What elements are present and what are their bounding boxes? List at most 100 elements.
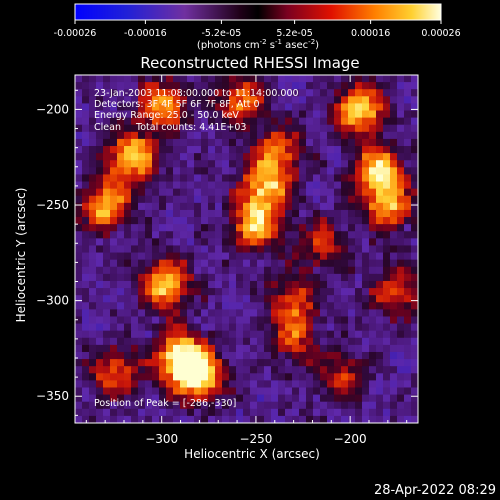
heatmap-cell — [362, 273, 370, 282]
heatmap-cell — [313, 323, 321, 332]
heatmap-cell — [96, 266, 104, 275]
heatmap-cell — [250, 344, 258, 353]
heatmap-cell — [187, 387, 195, 396]
heatmap-cell — [124, 273, 132, 282]
heatmap-cell — [131, 408, 139, 417]
heatmap-cell — [390, 273, 398, 282]
heatmap-cell — [390, 82, 398, 90]
heatmap-cell — [292, 146, 300, 154]
heatmap-cell — [159, 138, 167, 147]
heatmap-cell — [75, 380, 83, 389]
heatmap-cell — [173, 153, 181, 161]
heatmap-cell — [292, 344, 300, 353]
heatmap-cell — [376, 415, 384, 423]
heatmap-cell — [250, 373, 258, 381]
heatmap-cell — [404, 195, 412, 204]
heatmap-cell — [313, 224, 321, 232]
heatmap-cell — [131, 245, 139, 254]
heatmap-cell — [362, 82, 370, 90]
heatmap-cell — [236, 138, 244, 147]
heatmap-cell — [411, 75, 418, 83]
colorbar-units: (photons cm-2 s-1 asec-2) — [197, 38, 319, 51]
heatmap-cell — [383, 309, 391, 318]
heatmap-cell — [208, 188, 216, 197]
heatmap-cell — [327, 245, 335, 254]
heatmap-cell — [278, 351, 286, 360]
heatmap-cell — [82, 209, 90, 218]
heatmap-cell — [292, 280, 300, 289]
heatmap-cell — [257, 330, 265, 339]
heatmap-cell — [236, 167, 244, 176]
heatmap-cell — [341, 217, 349, 225]
heatmap-cell — [96, 167, 104, 176]
heatmap-cell — [390, 351, 398, 360]
heatmap-cell — [117, 288, 125, 296]
heatmap-cell — [96, 259, 104, 268]
heatmap-cell — [390, 160, 398, 168]
heatmap-cell — [348, 195, 356, 204]
heatmap-cell — [201, 259, 209, 268]
heatmap-cell — [222, 224, 230, 232]
heatmap-cell — [152, 124, 160, 133]
heatmap-cell — [404, 224, 412, 232]
heatmap-cell — [152, 280, 160, 289]
heatmap-cell — [250, 82, 258, 90]
heatmap-cell — [285, 273, 293, 282]
heatmap-cell — [404, 295, 412, 303]
heatmap-cell — [313, 217, 321, 225]
heatmap-cell — [96, 117, 104, 126]
heatmap-cell — [250, 415, 258, 423]
heatmap-cell — [250, 188, 258, 197]
heatmap-cell — [208, 259, 216, 268]
heatmap-cell — [306, 351, 314, 360]
heatmap-cell — [187, 351, 195, 360]
heatmap-cell — [313, 309, 321, 318]
heatmap-cell — [229, 408, 237, 417]
heatmap-cell — [166, 280, 174, 289]
heatmap-cell — [299, 181, 307, 190]
heatmap-cell — [334, 224, 342, 232]
heatmap-cell — [355, 96, 363, 105]
heatmap-cell — [383, 174, 391, 183]
heatmap-cell — [383, 252, 391, 261]
heatmap-cell — [292, 202, 300, 211]
heatmap-cell — [166, 259, 174, 268]
heatmap-cell — [278, 252, 286, 261]
heatmap-cell — [82, 103, 90, 112]
heatmap-cell — [89, 273, 97, 282]
heatmap-cell — [159, 295, 167, 303]
heatmap-cell — [117, 337, 125, 346]
heatmap-cell — [110, 266, 118, 275]
heatmap-cell — [278, 295, 286, 303]
heatmap-cell — [117, 174, 125, 183]
heatmap-cell — [320, 224, 328, 232]
heatmap-cell — [152, 181, 160, 190]
heatmap-cell — [306, 174, 314, 183]
heatmap-cell — [117, 131, 125, 140]
heatmap-cell — [404, 146, 412, 154]
heatmap-cell — [180, 316, 188, 325]
chart-title: Reconstructed RHESSI Image — [140, 54, 359, 72]
heatmap-cell — [243, 401, 251, 410]
heatmap-cell — [327, 238, 335, 247]
heatmap-cell — [313, 259, 321, 268]
heatmap-cell — [369, 359, 377, 367]
heatmap-cell — [229, 323, 237, 332]
heatmap-cell — [145, 295, 153, 303]
heatmap-cell — [411, 387, 418, 396]
heatmap-cell — [397, 344, 405, 353]
heatmap-cell — [89, 96, 97, 105]
heatmap-cell — [411, 401, 418, 410]
heatmap-cell — [110, 89, 118, 97]
heatmap-cell — [145, 387, 153, 396]
heatmap-cell — [173, 280, 181, 289]
heatmap-cell — [320, 209, 328, 218]
heatmap-cell — [397, 131, 405, 140]
heatmap-cell — [376, 124, 384, 133]
heatmap-cell — [390, 280, 398, 289]
heatmap-cell — [404, 103, 412, 112]
heatmap-cell — [362, 181, 370, 190]
heatmap-cell — [173, 103, 181, 112]
heatmap-cell — [75, 110, 83, 119]
heatmap-cell — [152, 217, 160, 225]
